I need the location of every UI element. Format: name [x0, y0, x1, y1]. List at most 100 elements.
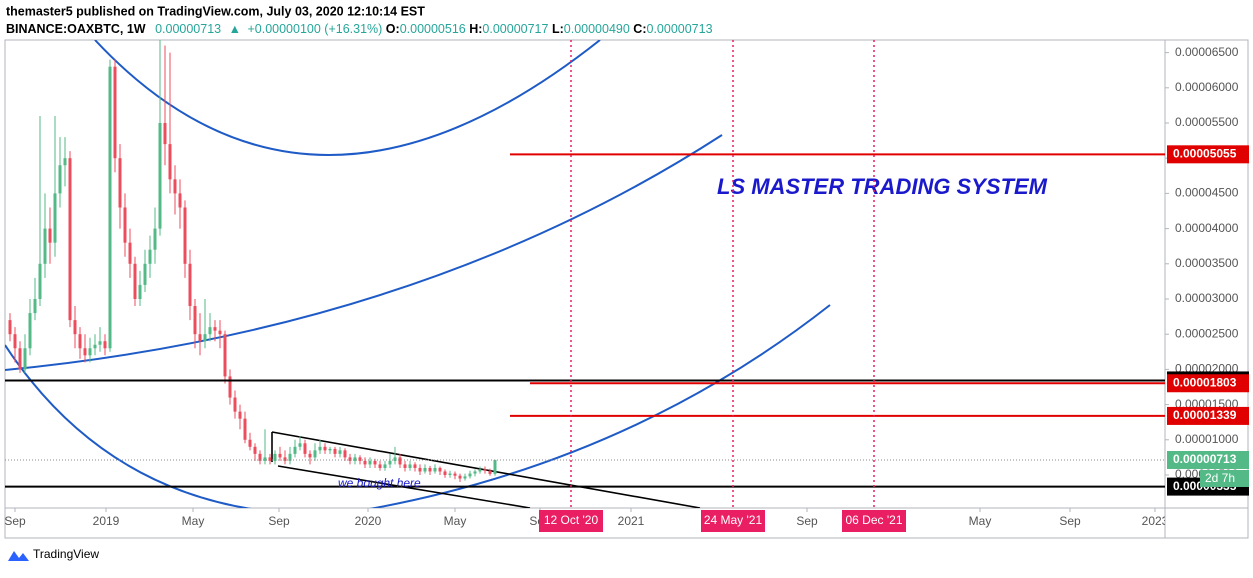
candle-body	[488, 470, 492, 474]
candle-body	[383, 464, 387, 468]
candle-body	[233, 397, 237, 412]
candle-body	[393, 457, 397, 461]
y-tick-label: 0.00005500	[1175, 115, 1239, 129]
y-tick-label: 0.00006000	[1175, 80, 1239, 94]
last-price-label: 0.00000713	[1173, 452, 1237, 466]
candle-body	[248, 439, 252, 447]
y-tick-label: 0.00004000	[1175, 221, 1239, 235]
candle-body	[258, 453, 262, 461]
footer: TradingView	[8, 547, 99, 561]
candle-body	[438, 467, 442, 472]
candle-body	[318, 446, 322, 451]
candle-body	[218, 330, 222, 335]
date-label-bg	[539, 510, 603, 532]
y-tick-label: 0.00006500	[1175, 45, 1239, 59]
price-line-label: 0.00001339	[1173, 408, 1237, 422]
candle-body	[73, 320, 77, 335]
o: 0.00000516	[400, 22, 466, 36]
candle-body	[113, 66, 117, 159]
candle-body	[8, 320, 12, 335]
plot	[5, 40, 1165, 508]
annotation: LS MASTER TRADING SYSTEM	[717, 174, 1048, 199]
candle-body	[158, 122, 162, 229]
candle-body	[128, 242, 132, 264]
x-tick-label: 2023	[1142, 514, 1169, 528]
candle-body	[18, 348, 22, 370]
arrow: ▲	[229, 22, 241, 36]
countdown-bg	[1200, 469, 1249, 487]
candle-body	[68, 158, 72, 321]
candle-body	[293, 446, 297, 454]
candle-body	[268, 457, 272, 461]
candle-body	[463, 476, 467, 479]
candle-body	[343, 450, 347, 458]
x-tick-label: 2021	[618, 514, 645, 528]
x-tick-label: May	[444, 514, 467, 528]
arc	[369, 304, 831, 508]
candle-body	[418, 467, 422, 472]
candle-body	[163, 122, 167, 145]
change: +0.00000100 (+16.31%)	[247, 22, 382, 36]
x-tick-label: Sep	[1059, 514, 1081, 528]
price-line-label: 0.00001803	[1173, 375, 1237, 389]
candle-body	[243, 418, 247, 440]
candle-body	[323, 446, 327, 451]
symbol-line: BINANCE:OAXBTC, 1W 0.00000713 ▲ +0.00000…	[6, 22, 713, 36]
candle-body	[23, 348, 27, 370]
candle-body	[403, 464, 407, 468]
c-label: C:	[633, 22, 646, 36]
candle-body	[208, 327, 212, 335]
price-line-label-bg	[1167, 406, 1249, 425]
candle-body	[173, 179, 177, 194]
x-tick-label: Sep	[268, 514, 290, 528]
symbol: BINANCE:OAXBTC, 1W	[6, 22, 146, 36]
candle-body	[48, 228, 52, 243]
l: 0.00000490	[564, 22, 630, 36]
publish-line: themaster5 published on TradingView.com,…	[6, 4, 425, 18]
candle-body	[468, 473, 472, 477]
candle-body	[58, 165, 62, 194]
candle-body	[223, 334, 227, 377]
candle-body	[198, 334, 202, 342]
y-tick-label: 0.00003500	[1175, 256, 1239, 270]
candle-body	[278, 453, 282, 458]
x-tick-label: Sep	[4, 514, 26, 528]
candle-body	[423, 467, 427, 472]
candle-body	[188, 263, 192, 307]
candle-body	[98, 341, 102, 345]
logo	[8, 551, 29, 561]
candle-body	[398, 457, 402, 465]
candle-body	[413, 464, 417, 468]
arc	[5, 344, 253, 508]
candle-body	[358, 457, 362, 461]
candle-body	[303, 443, 307, 454]
candle-body	[203, 334, 207, 342]
candle-body	[153, 228, 157, 250]
candle-body	[83, 348, 87, 356]
price-line-label-bg	[1167, 374, 1249, 393]
l-label: L:	[552, 22, 564, 36]
candle-body	[108, 66, 112, 349]
candle-body	[228, 376, 232, 398]
candle-body	[133, 263, 137, 299]
y-tick-label: 0.00001000	[1175, 432, 1239, 446]
candle-body	[93, 344, 97, 349]
candle-body	[288, 453, 292, 461]
candle-body	[123, 207, 127, 243]
candle-body	[193, 306, 197, 335]
candle-body	[253, 446, 257, 454]
candle-body	[273, 453, 277, 461]
x-tick-label: 2020	[355, 514, 382, 528]
candle-body	[313, 450, 317, 458]
candle-body	[428, 467, 432, 472]
candle-body	[88, 348, 92, 356]
drawings	[5, 40, 831, 508]
frame	[4, 39, 1249, 539]
last-price-label-bg	[1167, 450, 1249, 469]
x-tick-label: 2019	[93, 514, 120, 528]
x-tick-label: May	[969, 514, 992, 528]
candle-body	[103, 341, 107, 349]
arc	[5, 134, 723, 371]
candle-body	[178, 193, 182, 208]
